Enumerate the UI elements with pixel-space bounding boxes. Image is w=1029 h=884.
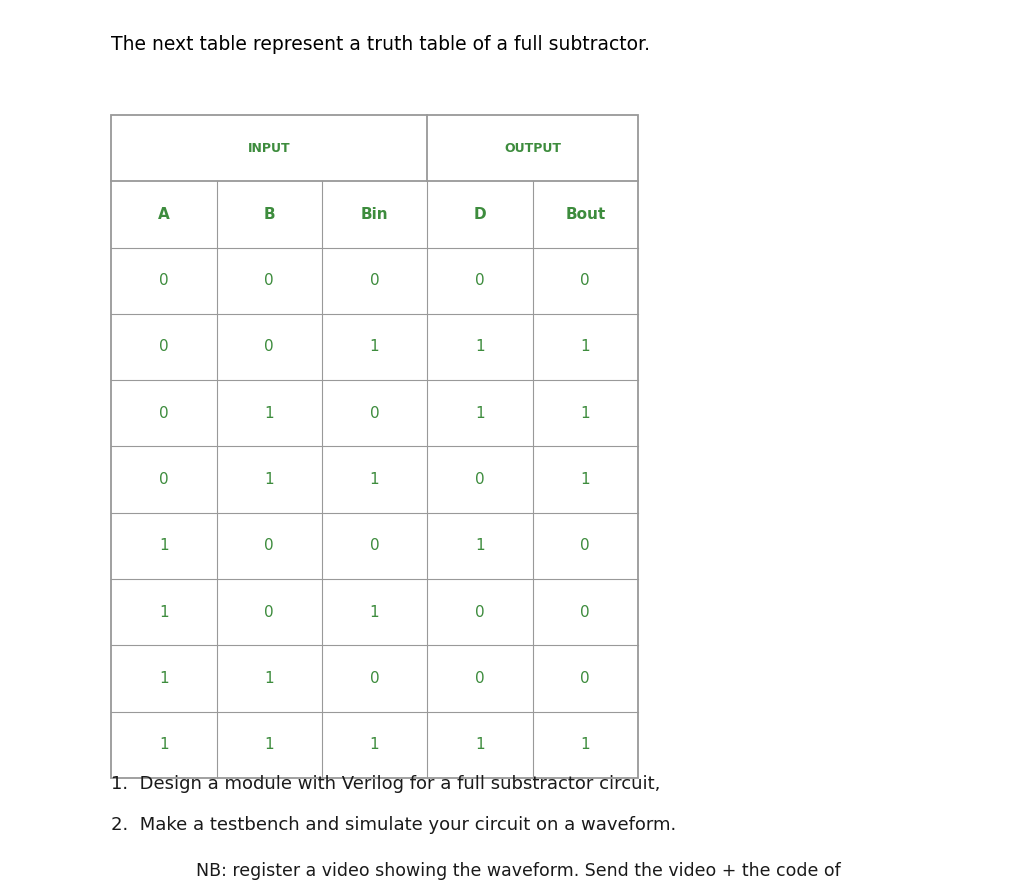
Text: B: B [263, 207, 275, 222]
Text: 0: 0 [369, 273, 380, 288]
Text: Bin: Bin [361, 207, 388, 222]
Text: 0: 0 [159, 472, 169, 487]
Text: 1: 1 [475, 538, 485, 553]
Text: 0: 0 [369, 538, 380, 553]
Text: 0: 0 [580, 538, 590, 553]
Text: 0: 0 [580, 671, 590, 686]
Text: 0: 0 [475, 605, 485, 620]
Text: D: D [473, 207, 487, 222]
Text: 1: 1 [264, 737, 274, 752]
Text: 1: 1 [369, 472, 380, 487]
Text: 1: 1 [475, 737, 485, 752]
Text: 1: 1 [264, 472, 274, 487]
Text: A: A [157, 207, 170, 222]
Text: 0: 0 [475, 472, 485, 487]
Text: Bout: Bout [565, 207, 605, 222]
Text: 1: 1 [369, 737, 380, 752]
Text: 1: 1 [159, 538, 169, 553]
Text: 0: 0 [159, 339, 169, 354]
Text: The next table represent a truth table of a full subtractor.: The next table represent a truth table o… [111, 35, 650, 54]
Text: 0: 0 [264, 339, 274, 354]
Text: 0: 0 [264, 605, 274, 620]
Text: OUTPUT: OUTPUT [504, 141, 561, 155]
Text: 0: 0 [475, 273, 485, 288]
Text: 0: 0 [580, 605, 590, 620]
Text: 1: 1 [580, 406, 590, 421]
Text: 1: 1 [369, 339, 380, 354]
Text: 2.  Make a testbench and simulate your circuit on a waveform.: 2. Make a testbench and simulate your ci… [111, 816, 676, 834]
Text: 0: 0 [159, 406, 169, 421]
Text: NB: register a video showing the waveform. Send the video + the code of: NB: register a video showing the wavefor… [196, 862, 841, 880]
Text: 0: 0 [580, 273, 590, 288]
Text: 0: 0 [159, 273, 169, 288]
Text: 0: 0 [264, 538, 274, 553]
Text: 1: 1 [475, 406, 485, 421]
Text: 1: 1 [159, 605, 169, 620]
Text: 1: 1 [369, 605, 380, 620]
Text: 1: 1 [580, 339, 590, 354]
Text: 1: 1 [580, 472, 590, 487]
Text: 0: 0 [264, 273, 274, 288]
Text: 1: 1 [475, 339, 485, 354]
Text: 1: 1 [159, 737, 169, 752]
Text: 1: 1 [264, 406, 274, 421]
Text: 0: 0 [369, 671, 380, 686]
Text: INPUT: INPUT [248, 141, 290, 155]
Text: 1: 1 [159, 671, 169, 686]
Text: 0: 0 [475, 671, 485, 686]
Text: 0: 0 [369, 406, 380, 421]
Text: 1: 1 [580, 737, 590, 752]
Text: 1: 1 [264, 671, 274, 686]
Text: 1.  Design a module with Verilog for a full substractor circuit,: 1. Design a module with Verilog for a fu… [111, 775, 661, 793]
